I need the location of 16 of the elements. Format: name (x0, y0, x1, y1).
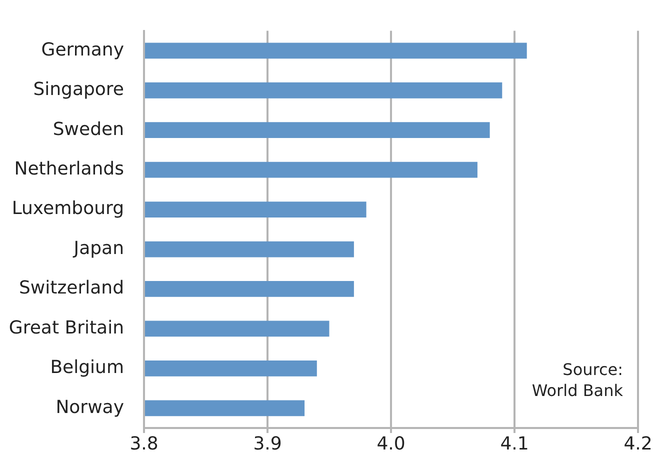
x-tick-label: 4.0 (376, 433, 406, 454)
x-tick-label: 3.9 (253, 433, 282, 454)
y-tick-label: Luxembourg (12, 198, 124, 220)
y-tick-label: Switzerland (19, 278, 124, 299)
y-tick-label: Sweden (52, 118, 124, 140)
y-tick-label: Norway (56, 396, 124, 418)
x-tick-label: 3.8 (130, 433, 158, 454)
annotation: Source: World Bank (532, 360, 624, 400)
y-tick-label: Great Britain (8, 317, 124, 338)
y-tick-label: Netherlands (14, 158, 124, 180)
y-tick-label: Singapore (33, 79, 124, 100)
y-tick-label: Japan (72, 238, 124, 259)
x-tick-label: 4.2 (624, 433, 652, 454)
x-tick-label: 4.1 (500, 433, 529, 454)
y-tick-label: Belgium (50, 357, 124, 378)
y-tick-label: Germany (41, 39, 124, 60)
